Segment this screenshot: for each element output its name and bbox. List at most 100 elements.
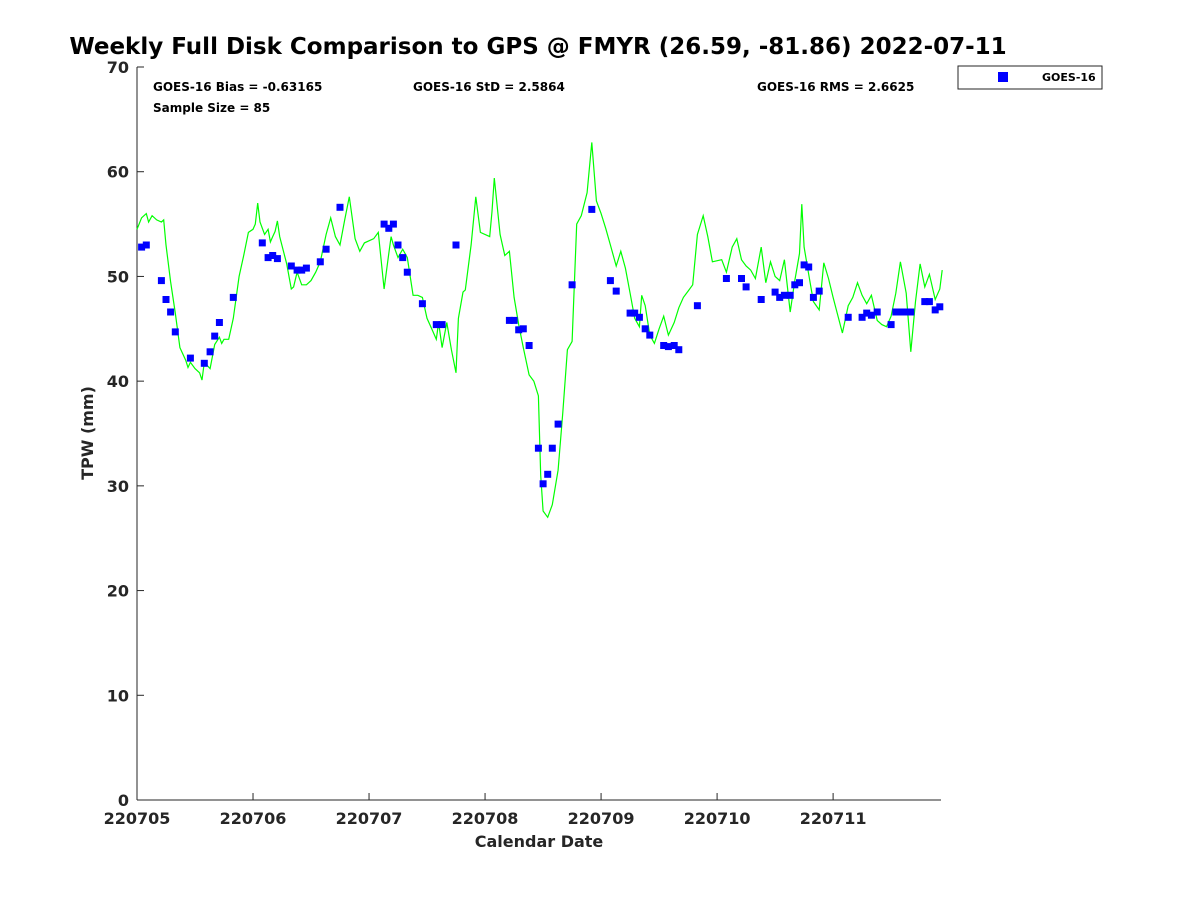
goes16-point	[273, 255, 281, 263]
goes16-point	[809, 293, 817, 301]
legend-goes16-marker	[998, 72, 1008, 82]
goes16-point	[742, 283, 750, 291]
sample-size-stat: Sample Size = 85	[153, 101, 270, 115]
goes16-point	[229, 293, 237, 301]
y-tick-label: 10	[107, 686, 129, 705]
goes16-point	[664, 343, 672, 351]
goes16-point	[206, 348, 214, 356]
y-tick-label: 30	[107, 477, 129, 496]
x-axis-ticks: 220705 220706 220707 220708 220709 220710 2207…	[104, 793, 867, 828]
goes16-point	[771, 288, 779, 296]
goes16-point	[796, 279, 803, 287]
goes16-point	[316, 258, 324, 266]
goes16-point	[269, 252, 277, 259]
goes16-point-series	[138, 203, 944, 488]
goes16-point	[936, 303, 944, 311]
goes16-point	[925, 298, 933, 306]
goes16-point	[631, 309, 639, 317]
goes16-point	[791, 281, 799, 289]
goes16-point	[892, 308, 900, 316]
goes16-point	[641, 325, 649, 333]
goes16-point	[534, 444, 542, 452]
goes16-point	[505, 316, 513, 324]
goes16-point	[539, 480, 547, 488]
goes16-point	[186, 354, 194, 362]
y-tick-label: 60	[107, 163, 129, 182]
y-tick-label: 20	[107, 582, 129, 601]
gps-line	[136, 142, 943, 519]
goes16-point	[660, 342, 668, 349]
legend-box	[957, 65, 1103, 90]
goes16-point	[800, 261, 808, 269]
goes16-point	[738, 275, 745, 282]
goes16-point	[675, 346, 683, 354]
goes16-point	[858, 313, 866, 321]
goes16-point	[887, 321, 895, 329]
goes16-point	[438, 321, 446, 329]
goes16-point	[418, 300, 426, 308]
goes16-point	[293, 266, 301, 274]
goes16-point	[287, 262, 295, 270]
plot-area: 0 10 20 30 40 50 60 70 220705 220706 220707 220708…	[104, 58, 944, 828]
goes16-point	[510, 316, 518, 324]
chart-title: Weekly Full Disk Comparison to GPS @ FMY…	[69, 34, 1006, 60]
goes16-point	[302, 264, 310, 272]
goes16-point	[403, 268, 411, 276]
goes16-point	[215, 319, 223, 326]
goes16-point	[554, 420, 562, 428]
goes16-point	[805, 263, 813, 271]
x-tick-label: 220707	[336, 809, 403, 828]
y-tick-label: 70	[107, 58, 129, 77]
y-axis-ticks: 0 10 20 30 40 50 60 70	[107, 58, 144, 810]
goes16-point	[336, 203, 344, 211]
goes16-point	[588, 205, 596, 213]
x-tick-label: 220708	[452, 809, 519, 828]
goes16-point	[722, 275, 730, 282]
goes16-point	[322, 245, 330, 253]
gps-line-series	[136, 142, 943, 519]
goes16-point	[902, 308, 910, 316]
x-tick-label: 220709	[568, 809, 635, 828]
goes16-point	[757, 296, 765, 303]
goes16-point	[568, 281, 576, 289]
goes16-point	[380, 220, 388, 228]
goes16-point	[264, 254, 272, 262]
goes16-point	[780, 291, 788, 299]
y-tick-label: 40	[107, 372, 129, 391]
goes16-point	[548, 444, 556, 452]
std-stat: GOES-16 StD = 2.5864	[413, 80, 565, 94]
goes16-point	[399, 254, 407, 262]
goes16-point	[432, 321, 440, 329]
goes16-point	[646, 331, 654, 339]
goes16-point	[298, 266, 306, 274]
goes16-point	[693, 302, 701, 310]
legend-goes16-label: GOES-16	[1042, 71, 1096, 84]
goes16-point	[452, 241, 460, 249]
goes16-point	[171, 328, 179, 336]
goes16-point	[863, 309, 871, 317]
bias-stat: GOES-16 Bias = -0.63165	[153, 80, 322, 94]
goes16-point	[515, 326, 523, 334]
goes16-point	[519, 325, 527, 333]
goes16-point	[167, 308, 175, 316]
goes16-point	[157, 277, 165, 285]
y-tick-label: 0	[118, 791, 129, 810]
goes16-point	[896, 308, 904, 316]
goes16-point	[162, 296, 170, 303]
legend: GOES-16	[957, 65, 1103, 90]
goes16-point	[385, 224, 393, 232]
goes16-point	[142, 241, 150, 249]
goes16-point	[626, 309, 634, 317]
goes16-point	[873, 308, 881, 316]
goes16-point	[921, 298, 929, 306]
goes16-point	[211, 332, 219, 340]
goes16-point	[525, 342, 533, 349]
x-tick-label: 220710	[684, 809, 751, 828]
x-tick-label: 220706	[220, 809, 287, 828]
goes16-point	[389, 220, 397, 228]
goes16-point	[844, 313, 852, 321]
goes16-point	[786, 291, 794, 299]
goes16-point	[907, 308, 915, 316]
goes16-point	[606, 277, 614, 285]
